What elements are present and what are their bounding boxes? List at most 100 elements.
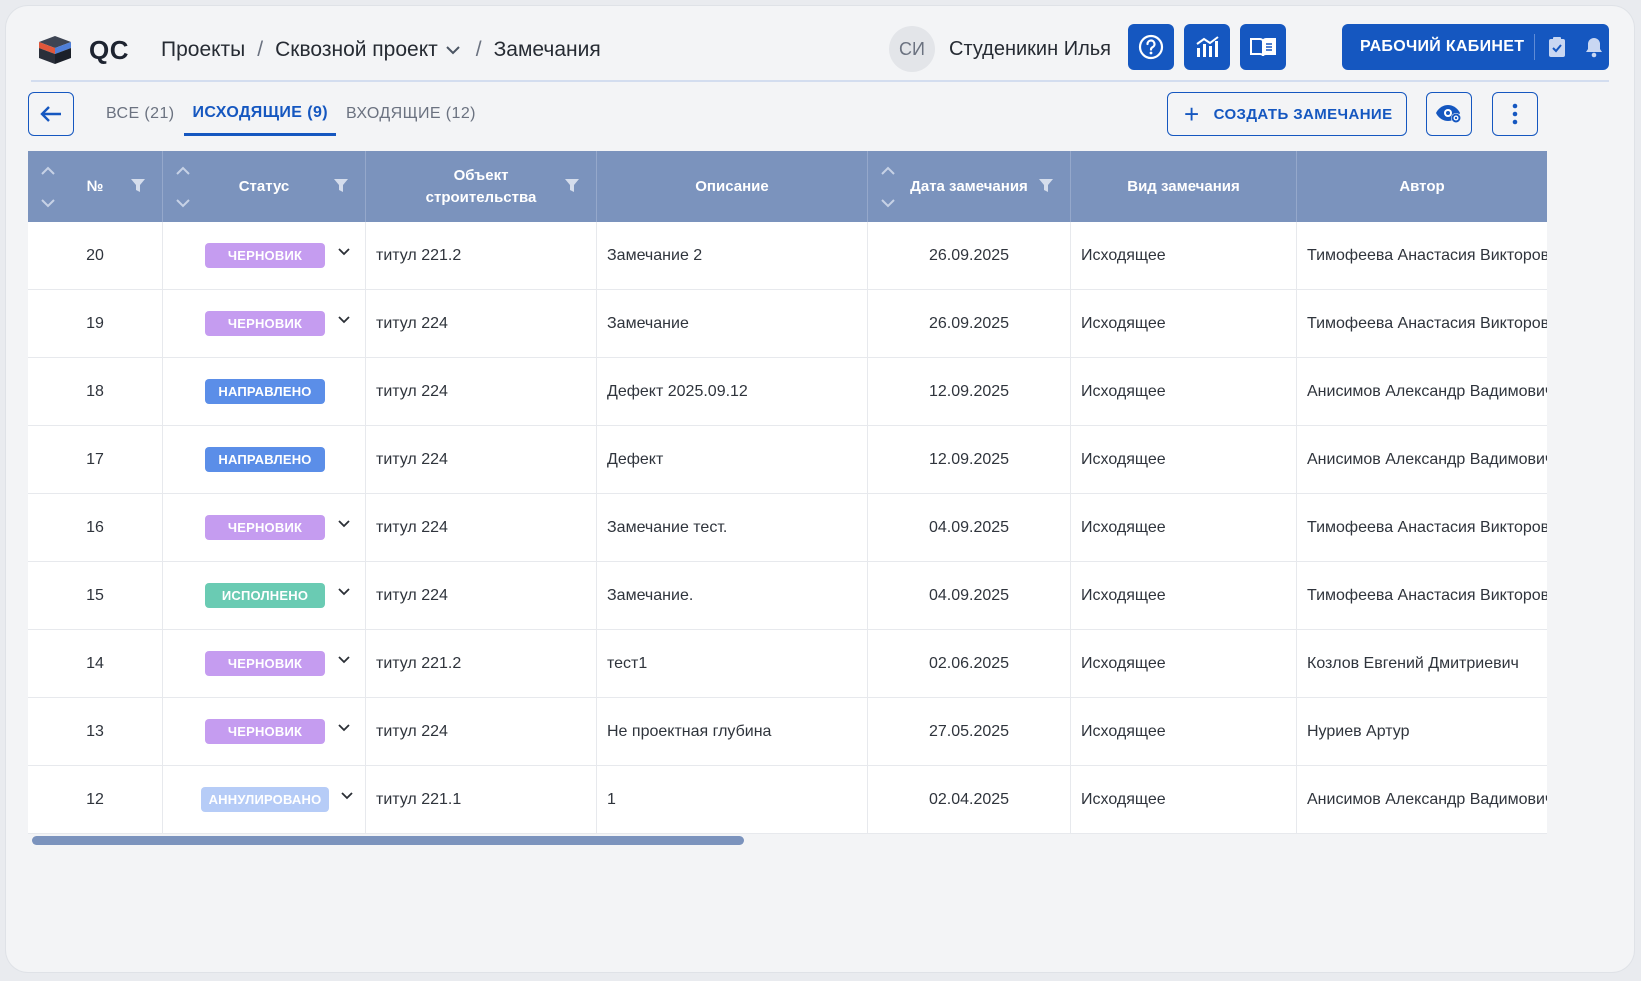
row-number: 15 — [86, 586, 104, 604]
column-header-label: Вид замечания — [1127, 177, 1240, 195]
description-cell: Замечание 2 — [597, 222, 868, 289]
help-button[interactable] — [1128, 24, 1174, 70]
author: Анисимов Александр Вадимович — [1307, 790, 1547, 808]
sort-arrows-icon[interactable] — [175, 165, 191, 209]
analytics-button[interactable] — [1184, 24, 1230, 70]
remark-kind: Исходящее — [1081, 382, 1166, 400]
column-header[interactable]: Объект строительства — [366, 151, 597, 222]
tab-all[interactable]: ВСЕ (21) — [106, 105, 175, 122]
column-header[interactable]: Вид замечания — [1071, 151, 1297, 222]
table-row[interactable]: 18 НАПРАВЛЕНО титул 224 Дефект 2025.09.12 12… — [28, 358, 1547, 426]
remark-date-cell: 12.09.2025 — [868, 426, 1071, 493]
status-badge: ИСПОЛНЕНО — [205, 583, 325, 608]
more-options-button[interactable] — [1492, 92, 1538, 136]
table-row[interactable]: 13 ЧЕРНОВИК титул 224 Не проектная глубина 2… — [28, 698, 1547, 766]
column-header[interactable]: Описание — [597, 151, 868, 222]
description: Замечание тест. — [607, 518, 728, 536]
create-remark-button[interactable]: + СОЗДАТЬ ЗАМЕЧАНИЕ — [1167, 92, 1407, 136]
breadcrumb-projects[interactable]: Проекты — [161, 38, 246, 61]
view-settings-button[interactable] — [1426, 92, 1472, 136]
workspace-button[interactable]: РАБОЧИЙ КАБИНЕТ — [1342, 24, 1609, 70]
description: Дефект — [607, 450, 664, 468]
chevron-down-icon[interactable] — [338, 316, 350, 324]
construction-object-cell: титул 224 — [366, 426, 597, 493]
checklist-icon[interactable] — [1547, 36, 1567, 58]
bell-icon[interactable] — [1585, 36, 1603, 58]
author: Нуриев Артур — [1307, 722, 1410, 740]
status-cell: ЧЕРНОВИК — [163, 630, 366, 697]
remark-date-cell: 26.09.2025 — [868, 290, 1071, 357]
table-row[interactable]: 15 ИСПОЛНЕНО титул 224 Замечание. 04.09.2025… — [28, 562, 1547, 630]
remark-date: 04.09.2025 — [928, 518, 1010, 536]
filter-icon[interactable] — [130, 178, 146, 194]
table-row[interactable]: 19 ЧЕРНОВИК титул 224 Замечание 26.09.2025 Ис… — [28, 290, 1547, 358]
chevron-down-icon[interactable] — [341, 792, 353, 800]
column-header-label: Автор — [1399, 177, 1445, 195]
status-cell: АННУЛИРОВАНО — [163, 766, 366, 833]
construction-object: титул 224 — [376, 314, 448, 332]
user-name[interactable]: Студеникин Илья — [949, 37, 1111, 60]
tab-outgoing[interactable]: ИСХОДЯЩИЕ (9) — [184, 92, 336, 136]
remark-kind-cell: Исходящее — [1071, 494, 1297, 561]
author: Тимофеева Анастасия Викторовна — [1307, 586, 1547, 604]
user-menu[interactable]: СИ Студеникин Илья — [889, 26, 1143, 72]
table-row[interactable]: 14 ЧЕРНОВИК титул 221.2 тест1 02.06.2025 Исхо… — [28, 630, 1547, 698]
back-button[interactable] — [28, 92, 74, 136]
chevron-down-icon[interactable] — [338, 724, 350, 732]
column-header[interactable]: Дата замечания — [868, 151, 1071, 222]
table-header: № Статус Объект строительства Описание Дата … — [28, 151, 1547, 222]
top-header: QC Проекты / Сквозной проект / Замечания… — [31, 20, 1609, 82]
chevron-down-icon[interactable] — [338, 588, 350, 596]
tab-incoming[interactable]: ВХОДЯЩИЕ (12) — [345, 105, 476, 122]
chevron-down-icon[interactable] — [338, 656, 350, 664]
description-cell: 1 — [597, 766, 868, 833]
description-cell: Замечание тест. — [597, 494, 868, 561]
qc-logo-icon[interactable] — [35, 34, 75, 66]
construction-object: титул 224 — [376, 450, 448, 468]
column-header-label: Статус — [238, 177, 290, 195]
description: Замечание. — [607, 586, 694, 604]
table-row[interactable]: 17 НАПРАВЛЕНО титул 224 Дефект 12.09.2025 Исх… — [28, 426, 1547, 494]
docs-button[interactable] — [1240, 24, 1286, 70]
breadcrumb-project[interactable]: Сквозной проект — [275, 38, 438, 61]
sort-arrows-icon[interactable] — [880, 165, 896, 209]
author-cell: Тимофеева Анастасия Викторовна — [1297, 222, 1547, 289]
column-header[interactable]: Статус — [163, 151, 366, 222]
description: Замечание — [607, 314, 689, 332]
table-row[interactable]: 20 ЧЕРНОВИК титул 221.2 Замечание 2 26.09.20… — [28, 222, 1547, 290]
avatar[interactable]: СИ — [889, 26, 935, 72]
description: Дефект 2025.09.12 — [607, 382, 748, 400]
description-cell: тест1 — [597, 630, 868, 697]
description: тест1 — [607, 654, 648, 672]
status-cell: ЧЕРНОВИК — [163, 290, 366, 357]
row-number: 14 — [86, 654, 104, 672]
description-cell: Дефект — [597, 426, 868, 493]
chevron-down-icon[interactable] — [338, 520, 350, 528]
sort-arrows-icon[interactable] — [40, 165, 56, 209]
filter-icon[interactable] — [1038, 178, 1054, 194]
help-icon — [1138, 34, 1164, 60]
description: Замечание 2 — [607, 246, 703, 264]
status-cell: НАПРАВЛЕНО — [163, 426, 366, 493]
column-header[interactable]: № — [28, 151, 163, 222]
author-cell: Анисимов Александр Вадимович — [1297, 766, 1547, 833]
remark-kind: Исходящее — [1081, 314, 1166, 332]
more-vertical-icon — [1512, 103, 1518, 125]
table-row[interactable]: 16 ЧЕРНОВИК титул 224 Замечание тест. 04.09.… — [28, 494, 1547, 562]
chevron-down-icon[interactable] — [446, 45, 460, 55]
remark-kind: Исходящее — [1081, 518, 1166, 536]
column-header-label: Объект строительства — [425, 166, 537, 206]
construction-object-cell: титул 224 — [366, 698, 597, 765]
plus-icon: + — [1184, 99, 1200, 129]
construction-object-cell: титул 221.2 — [366, 222, 597, 289]
filter-icon[interactable] — [564, 178, 580, 194]
filter-icon[interactable] — [333, 178, 349, 194]
column-header[interactable]: Автор — [1297, 151, 1547, 222]
chevron-down-icon[interactable] — [338, 248, 350, 256]
table-row[interactable]: 12 АННУЛИРОВАНО титул 221.1 1 02.04.2025 Исхо… — [28, 766, 1547, 834]
row-number-cell: 19 — [28, 290, 163, 357]
horizontal-scrollbar[interactable] — [32, 836, 744, 845]
description: 1 — [607, 790, 616, 808]
author-cell: Нуриев Артур — [1297, 698, 1547, 765]
brand-name[interactable]: QC — [89, 34, 129, 65]
